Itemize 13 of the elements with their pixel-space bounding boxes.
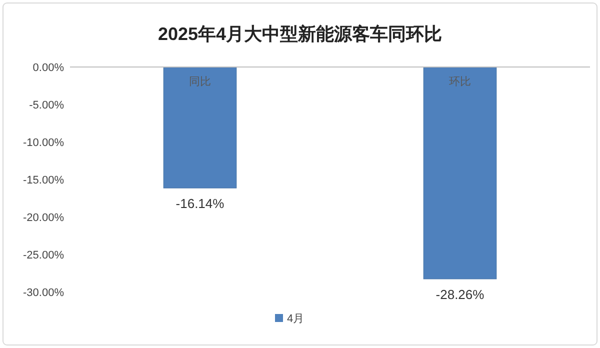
y-tick-label: -5.00% bbox=[29, 100, 64, 112]
y-tick-label: -20.00% bbox=[23, 212, 64, 224]
legend-label: 4月 bbox=[287, 313, 304, 325]
x-tick-label: 环比 bbox=[449, 75, 471, 88]
y-tick-label: -15.00% bbox=[23, 174, 64, 186]
y-tick-label: 0.00% bbox=[32, 62, 64, 74]
data-label: -28.26% bbox=[436, 286, 485, 302]
y-tick-label: -30.00% bbox=[23, 287, 64, 299]
x-tick-label: 同比 bbox=[189, 75, 211, 88]
data-label: -16.14% bbox=[176, 196, 225, 212]
chart-title: 2025年4月大中型新能源客车同环比 bbox=[158, 24, 442, 44]
y-tick-label: -10.00% bbox=[23, 137, 64, 149]
y-tick-label: -25.00% bbox=[23, 250, 64, 262]
